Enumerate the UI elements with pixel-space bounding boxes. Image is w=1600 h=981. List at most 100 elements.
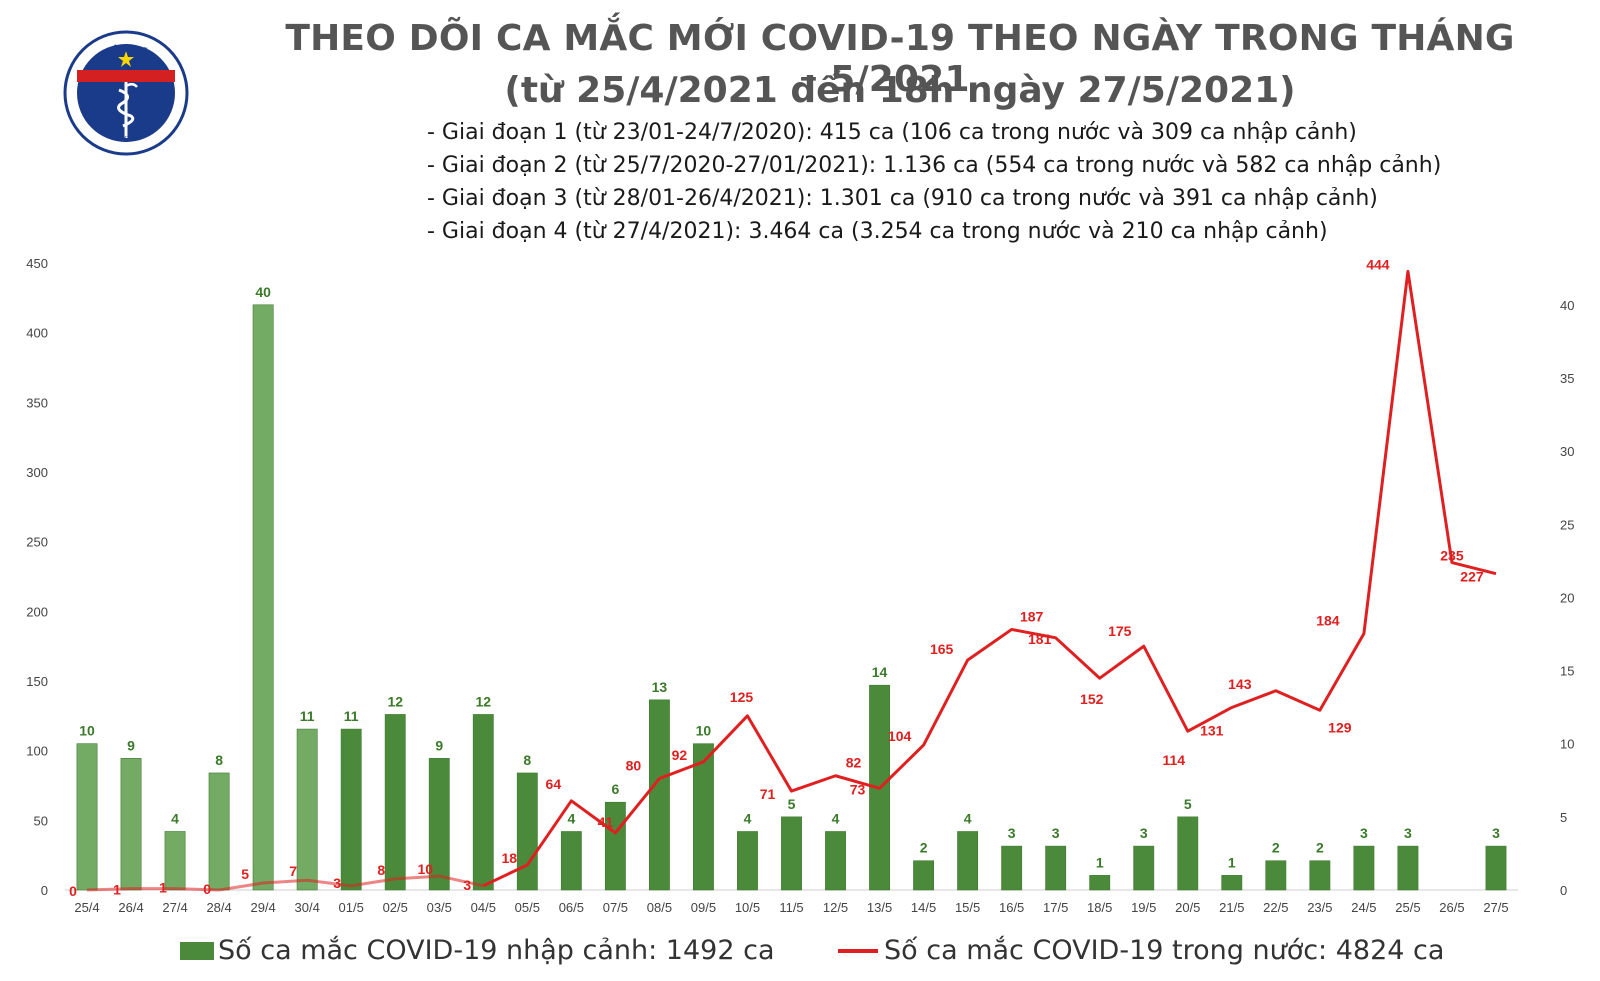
bar-data-label: 3: [1360, 825, 1368, 841]
legend-line-swatch: [838, 948, 878, 953]
line-data-label: 1: [159, 880, 167, 896]
bar: [76, 743, 98, 891]
x-tick-label: 07/5: [603, 900, 628, 915]
x-tick-label: 10/5: [735, 900, 760, 915]
bar: [560, 831, 582, 891]
bar: [296, 728, 318, 891]
bar: [208, 772, 230, 891]
bar: [737, 831, 758, 891]
series-line-early: [86, 874, 484, 892]
bar-data-label: 4: [832, 810, 840, 826]
bar-data-label: 3: [1140, 825, 1148, 841]
line-data-label: 3: [333, 875, 341, 891]
x-tick-label: 28/4: [206, 900, 231, 915]
y-left-tick-label: 300: [26, 465, 48, 480]
line-data-label: 0: [203, 881, 211, 897]
line-data-label: 165: [930, 641, 954, 657]
line-data-label: 152: [1080, 691, 1104, 707]
line-data-label: 41: [598, 814, 614, 830]
line-data-label: 8: [377, 862, 385, 878]
bar: [1221, 875, 1243, 891]
x-tick-label: 06/5: [559, 900, 584, 915]
line-data-label: 10: [417, 861, 433, 877]
x-tick-label: 17/5: [1043, 900, 1068, 915]
line-data-label: 175: [1108, 623, 1132, 639]
bar: [1089, 875, 1111, 891]
legend-line: Số ca mắc COVID-19 trong nước: 4824 ca: [838, 935, 1444, 966]
logo-arc-top: BỘ Y TẾ: [104, 42, 149, 59]
line-data-label: 187: [1020, 608, 1044, 624]
line-data-label: 131: [1200, 722, 1224, 738]
y-right-tick-label: 30: [1560, 444, 1574, 459]
x-tick-label: 25/4: [74, 900, 99, 915]
phase-note-2: - Giai đoạn 2 (từ 25/7/2020-27/01/2021):…: [427, 153, 1442, 178]
bar: [252, 304, 274, 891]
phase-note-3: - Giai đoạn 3 (từ 28/01-26/4/2021): 1.30…: [427, 186, 1378, 211]
bar-data-label: 3: [1404, 825, 1412, 841]
logo-red-band: [77, 70, 175, 82]
x-tick-label: 16/5: [999, 900, 1024, 915]
y-left-tick-label: 250: [26, 535, 48, 550]
bar: [781, 816, 802, 891]
logo-star-icon: [118, 51, 134, 67]
legend-bars: Số ca mắc COVID-19 nhập cảnh: 1492 ca: [180, 935, 775, 966]
line-data-label: 80: [626, 758, 642, 774]
line-data-label: 143: [1228, 676, 1252, 692]
x-tick-label: 11/5: [779, 900, 803, 915]
bar: [1045, 845, 1067, 891]
line-data-label: 73: [850, 781, 866, 797]
y-left-tick-label: 100: [26, 744, 48, 759]
x-tick-label: 18/5: [1087, 900, 1112, 915]
bar: [913, 860, 935, 891]
y-left-tick-label: 350: [26, 395, 48, 410]
line-data-label: 92: [672, 747, 688, 763]
bar: [957, 831, 979, 891]
line-data-label: 3: [463, 877, 471, 893]
y-left-tick-label: 0: [41, 883, 48, 898]
x-tick-label: 26/5: [1439, 900, 1464, 915]
phase-note-4: - Giai đoạn 4 (từ 27/4/2021): 3.464 ca (…: [427, 219, 1328, 244]
chart-title: THEO DÕI CA MẮC MỚI COVID-19 THEO NGÀY T…: [285, 18, 1515, 100]
legend-bar-label: Số ca mắc COVID-19 nhập cảnh: 1492 ca: [218, 935, 775, 966]
x-tick-label: 27/4: [162, 900, 187, 915]
bar: [1177, 816, 1199, 891]
x-tick-label: 08/5: [647, 900, 672, 915]
line-data-label: 5: [241, 866, 249, 882]
bar: [164, 831, 186, 891]
bar-data-label: 2: [1272, 840, 1280, 856]
line-data-label: 129: [1328, 719, 1352, 735]
bar-data-label: 12: [475, 693, 491, 709]
chart-subtitle: (từ 25/4/2021 đến 18h ngày 27/5/2021): [504, 70, 1296, 111]
x-tick-label: 14/5: [911, 900, 936, 915]
y-left-tick-label: 200: [26, 604, 48, 619]
x-tick-label: 04/5: [471, 900, 496, 915]
bar: [1485, 845, 1507, 891]
y-left-tick-label: 450: [26, 256, 48, 271]
line-data-label: 125: [730, 689, 754, 705]
x-tick-label: 21/5: [1219, 900, 1244, 915]
line-data-label: 444: [1366, 256, 1390, 272]
bar: [472, 714, 494, 891]
line-data-label: 7: [289, 863, 297, 879]
line-data-label: 1: [113, 882, 121, 898]
x-tick-label: 22/5: [1263, 900, 1288, 915]
bar-data-label: 1: [1228, 854, 1236, 870]
x-tick-label: 12/5: [823, 900, 848, 915]
x-tick-label: 29/4: [250, 900, 275, 915]
y-left-tick-label: 50: [34, 813, 48, 828]
y-left-tick-label: 150: [26, 674, 48, 689]
bar-data-label: 9: [435, 737, 443, 753]
bar-data-label: 14: [872, 664, 888, 680]
bar-data-label: 12: [387, 693, 403, 709]
line-data-label: 71: [760, 786, 776, 802]
bar-data-label: 1: [1096, 854, 1104, 870]
bar: [1265, 860, 1287, 891]
y-right-tick-label: 10: [1560, 737, 1574, 752]
bar-data-label: 4: [964, 810, 972, 826]
bar-data-label: 9: [127, 737, 135, 753]
bar-data-label: 10: [696, 723, 712, 739]
x-tick-label: 15/5: [955, 900, 980, 915]
bar: [1133, 845, 1155, 891]
x-tick-label: 26/4: [118, 900, 143, 915]
x-tick-label: 01/5: [339, 900, 364, 915]
